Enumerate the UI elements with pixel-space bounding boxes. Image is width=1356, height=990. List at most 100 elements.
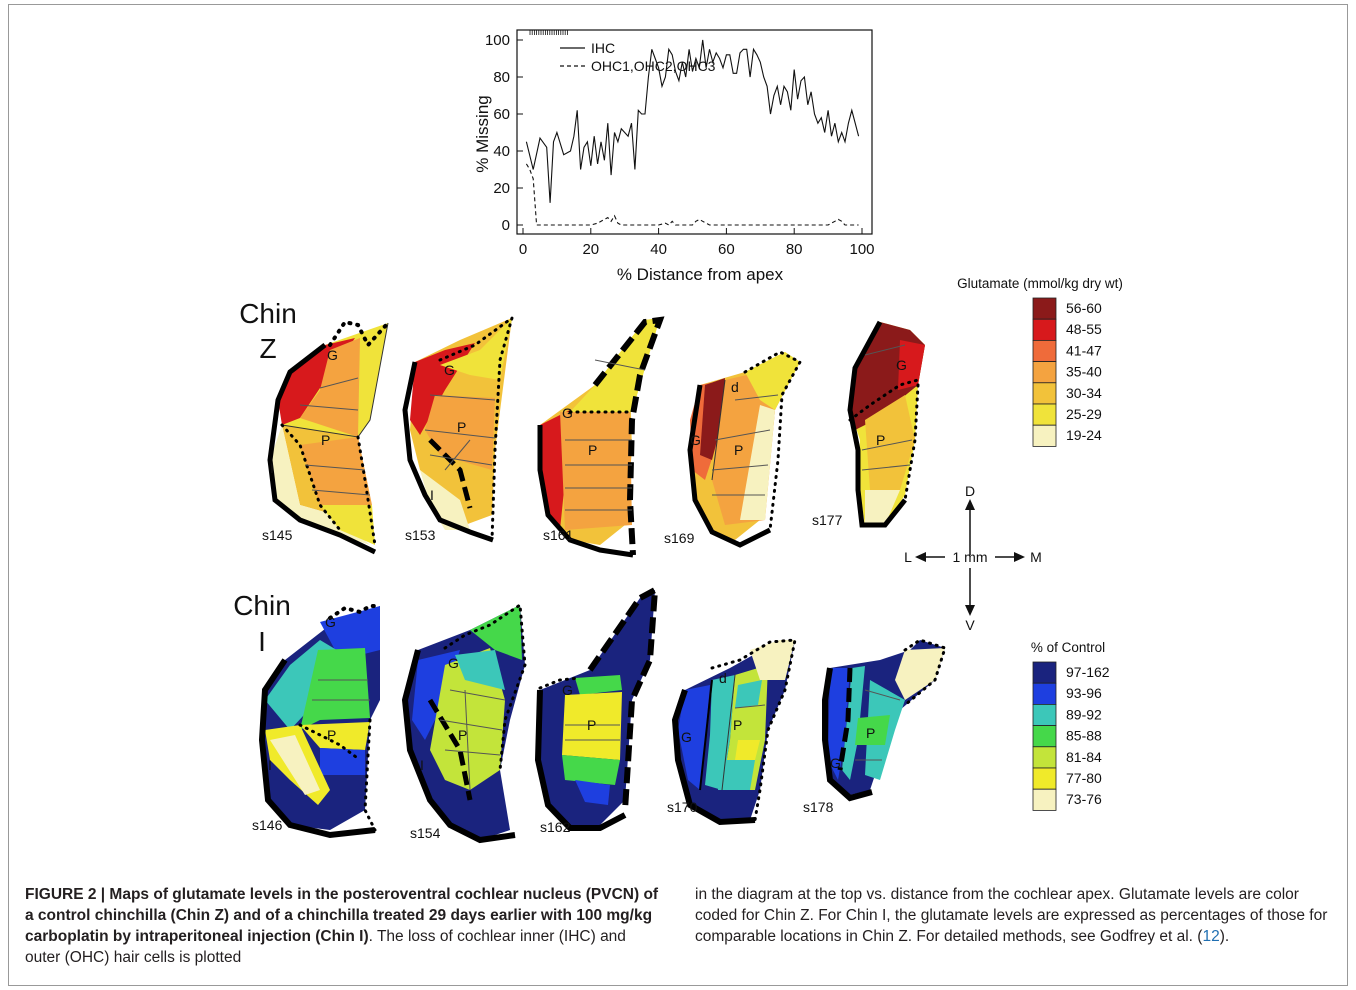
section-label: s169 [664,530,695,546]
section-label: s161 [543,527,574,543]
plot-frame [516,29,873,235]
control-legend-swatch [1032,661,1057,684]
caption-text-right-end: ). [1219,928,1230,945]
caption-text-left: . The loss of cochlear inner (IHC) and o… [25,928,626,966]
region-label-d: d [719,670,727,686]
glutamate-legend-label: 41-47 [1066,342,1102,358]
region-label-p: P [587,717,596,733]
region-label-p: P [733,717,742,733]
region-label-d: d [731,379,739,395]
chin-z-map-s161: P G s161 [537,316,665,558]
region-label-g: G [830,755,841,771]
x-tick-label: 0 [519,241,527,258]
x-axis-label: % Distance from apex [617,265,784,284]
glutamate-legend-label: 56-60 [1066,300,1102,316]
chin-i-map-s146: P G I s146 [252,604,382,839]
control-legend-label: 97-162 [1066,664,1110,680]
series-layer [525,39,860,226]
glutamate-legend: Glutamate (mmol/kg dry wt) 56-60 48-55 41-… [957,276,1123,447]
control-legend-swatch [1032,725,1057,748]
y-tick-label: 40 [493,143,510,160]
control-legend-label: 85-88 [1066,728,1102,744]
control-legend-swatch [1032,704,1057,727]
chin-i-map-s178: P G s178 [803,638,947,815]
series-line-ihc [525,39,860,203]
region-label-g: G [562,405,573,421]
section-label: s177 [812,512,843,528]
y-axis-label: % Missing [473,95,492,172]
region-label-g: G [325,614,336,630]
region-label-i: I [420,757,424,773]
x-tick-label: 20 [582,241,599,258]
y-tick-label: 60 [493,106,510,123]
section-label: s153 [405,527,436,543]
x-tick-label: 40 [650,241,667,258]
glutamate-legend-label: 35-40 [1066,364,1102,380]
compass-ventral: V [965,617,975,633]
glutamate-legend-label: 30-34 [1066,385,1102,401]
x-tick-label: 100 [849,241,874,258]
region-label-p: P [734,442,743,458]
section-label: s170 [667,799,698,815]
region-label-p: P [876,432,885,448]
chin-i-map-s170: P G d s170 [667,638,797,826]
glutamate-legend-swatch [1032,424,1057,447]
glutamate-legend-label: 48-55 [1066,321,1102,337]
control-legend-swatch [1032,788,1057,811]
region-label-i: I [268,757,272,773]
region-label-p: P [866,725,875,741]
chin-z-map-s169: P G d s169 [664,350,803,548]
control-legend-swatch [1032,767,1057,790]
section-label: s178 [803,799,834,815]
chin-z-map-s153: P G I s153 [402,314,515,543]
compass-medial: M [1030,549,1042,565]
glutamate-legend-swatch [1032,382,1057,405]
caption-left-column: FIGURE 2 | Maps of glutamate levels in t… [25,884,665,968]
section-label: s145 [262,527,293,543]
control-legend-swatch [1032,682,1057,705]
region-label-p: P [588,442,597,458]
legend-label-ohc: OHC1,OHC2,OHC3 [591,58,716,74]
glutamate-legend-label: 25-29 [1066,406,1102,422]
glutamate-legend-title: Glutamate (mmol/kg dry wt) [957,276,1123,291]
region-label-g: G [562,682,573,698]
compass-scale: 1 mm [953,549,988,565]
glutamate-legend-swatch [1032,297,1057,320]
control-legend-title: % of Control [1031,640,1105,655]
chin-z-label-line2: Z [259,333,276,364]
y-tick-label: 80 [493,69,510,86]
section-label: s146 [252,817,283,833]
control-legend-swatch [1032,746,1057,769]
section-label: s162 [540,819,571,835]
y-tick-label: 20 [493,180,510,197]
caption-text-right: in the diagram at the top vs. distance f… [695,886,1328,945]
region-label-g: G [681,729,692,745]
chart-legend: IHC OHC1,OHC2,OHC3 [560,40,716,74]
chin-i-map-s154: P G I s154 [401,602,527,844]
region-label-i: I [270,460,274,476]
control-legend-label: 93-96 [1066,685,1102,701]
region-label-i: I [430,487,434,503]
reference-link[interactable]: 12 [1202,928,1220,945]
region-label-g: G [327,347,338,363]
control-legend-label: 89-92 [1066,706,1102,722]
region-label-g: G [444,362,455,378]
chin-i-label-line1: Chin [233,590,291,621]
glutamate-legend-swatch [1032,361,1057,384]
x-tick-labels: 0 20 40 60 80 100 [519,241,875,258]
section-label: s154 [410,825,441,841]
control-legend-label: 77-80 [1066,770,1102,786]
control-legend-label: 81-84 [1066,749,1102,765]
glutamate-legend-label: 19-24 [1066,427,1102,443]
region-label-p: P [458,727,467,743]
x-tick-label: 60 [718,241,735,258]
caption-right-column: in the diagram at the top vs. distance f… [695,884,1335,947]
region-label-p: P [321,432,330,448]
x-tick-label: 80 [786,241,803,258]
control-legend: % of Control 97-162 93-96 89-92 85-88 81-84 7… [1031,640,1110,811]
axis-ticks [517,30,863,234]
region-label-g: G [896,357,907,373]
y-tick-label: 0 [502,217,510,234]
region-label-p: P [327,727,336,743]
compass-lateral: L [904,549,912,565]
